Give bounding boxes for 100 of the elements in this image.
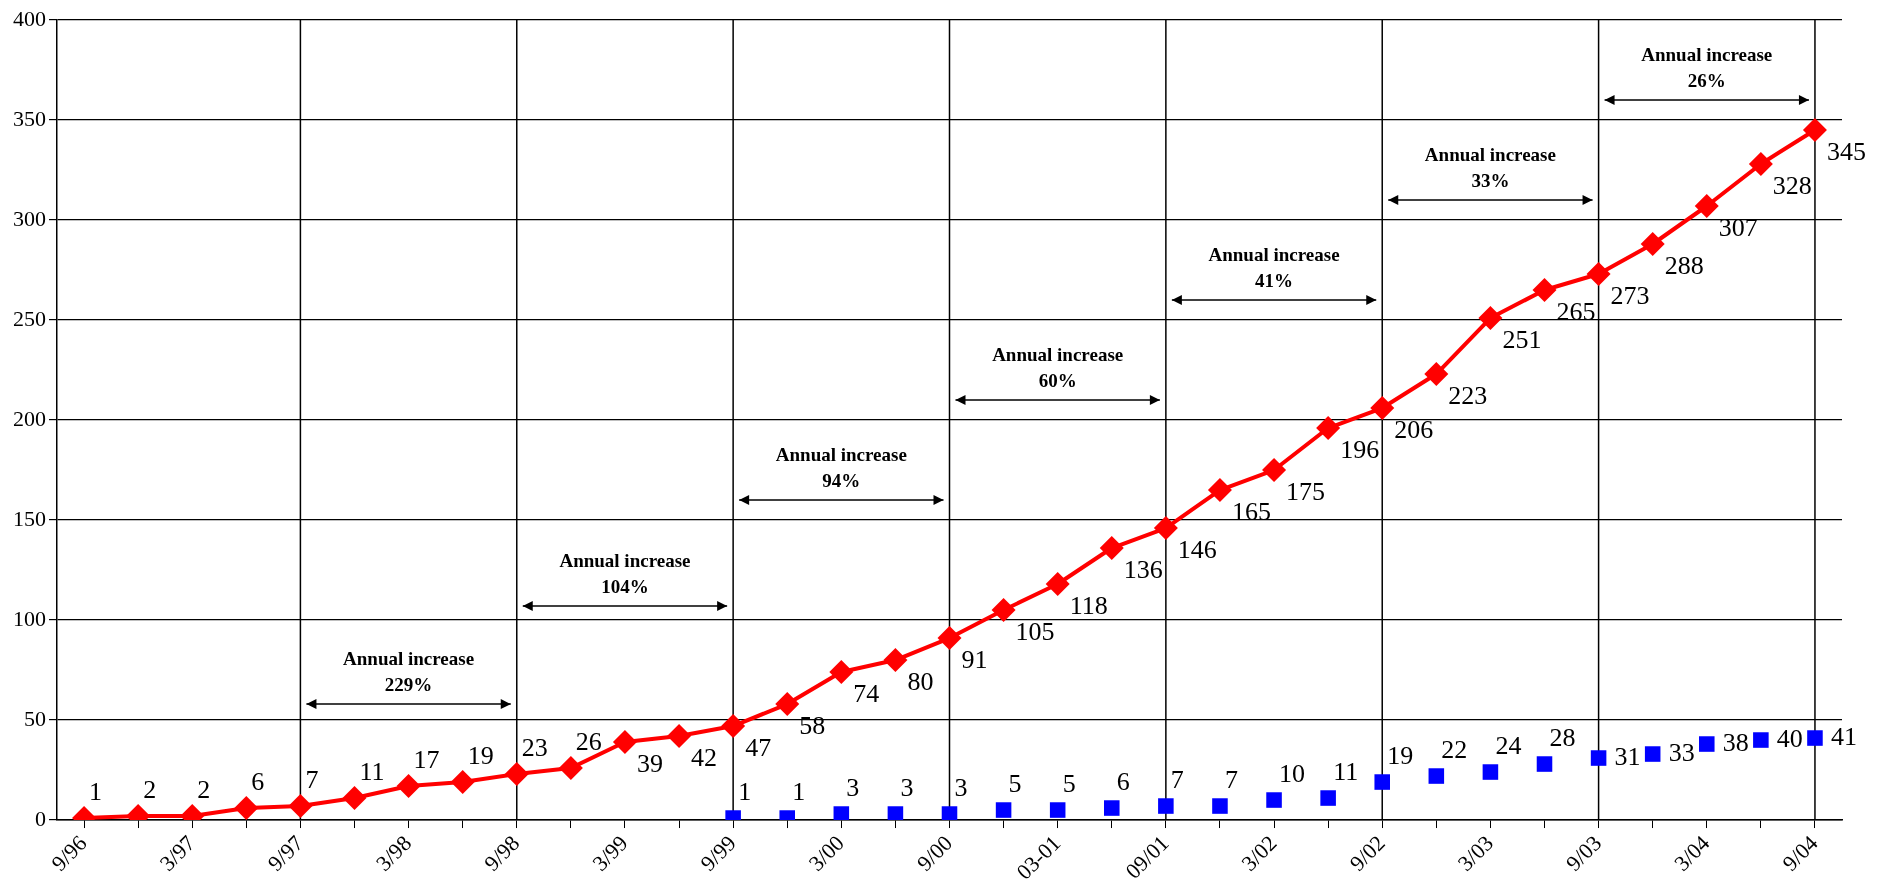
data-label: 6 [1116, 766, 1130, 796]
data-label: 206 [1394, 414, 1434, 444]
data-label: 1 [89, 776, 103, 806]
x-tick-label: 9/97 [262, 830, 309, 876]
point [1099, 536, 1124, 561]
point [667, 724, 692, 749]
data-label: 42 [691, 742, 718, 772]
y-tick-label: 100 [13, 605, 46, 631]
data-label: 7 [1224, 764, 1238, 794]
y-tick-label: 50 [24, 705, 46, 731]
y-tick-label: 0 [35, 805, 46, 831]
x-tick-label: 3/99 [587, 830, 633, 876]
data-label: 7 [305, 764, 319, 794]
annotation: Annual increase 229% [343, 648, 475, 696]
point [1536, 756, 1553, 772]
data-label: 7 [1170, 764, 1184, 794]
data-label: 11 [1333, 756, 1359, 786]
data-label: 10 [1279, 758, 1306, 788]
data-label: 91 [961, 644, 988, 674]
point [775, 692, 800, 717]
x-tick-label: 3/00 [803, 830, 849, 876]
point [887, 806, 904, 821]
point [234, 796, 259, 821]
data-label: 33 [1668, 737, 1695, 767]
y-tick-label: 250 [13, 305, 46, 331]
annotation: Annual increase 41% [1208, 244, 1340, 292]
point [1316, 416, 1341, 441]
y-tick-label: 350 [13, 105, 46, 131]
x-tick-label: 9/99 [695, 830, 741, 876]
data-label: 196 [1340, 434, 1380, 464]
point [396, 774, 421, 799]
point [1049, 802, 1066, 818]
point [1694, 194, 1719, 219]
annotation: Annual increase 60% [992, 344, 1124, 392]
data-label: 2 [197, 774, 211, 804]
data-label: 74 [853, 678, 880, 708]
x-tick-label: 9/02 [1344, 830, 1390, 876]
point [1370, 396, 1395, 421]
annotation: Annual increase 26% [1641, 44, 1773, 92]
data-label: 41 [1830, 721, 1857, 751]
point [991, 598, 1016, 623]
data-label: 118 [1069, 590, 1108, 620]
data-label: 3 [954, 772, 968, 802]
annotation: Annual increase 104% [559, 550, 691, 598]
data-label: 105 [1015, 616, 1055, 646]
point [1374, 774, 1391, 790]
point [1478, 306, 1503, 331]
data-label: 328 [1772, 170, 1812, 200]
data-label: 136 [1123, 554, 1163, 584]
data-label: 39 [636, 748, 663, 778]
point [1807, 730, 1823, 746]
data-label: 5 [1062, 768, 1076, 798]
data-label: 17 [413, 744, 440, 774]
y-tick-label: 200 [13, 405, 46, 431]
x-tick-label: 3/04 [1669, 830, 1715, 876]
x-tick-label: 3/98 [370, 830, 417, 876]
point [1428, 768, 1445, 784]
point [1424, 362, 1449, 387]
annotation: Annual increase 94% [775, 444, 907, 492]
data-label: 288 [1664, 250, 1704, 280]
data-label: 5 [1008, 768, 1022, 798]
point [1266, 792, 1282, 808]
data-label: 6 [251, 766, 265, 796]
point [883, 648, 908, 673]
point [1103, 800, 1120, 816]
x-tick-label: 9/04 [1777, 830, 1823, 876]
point [612, 730, 637, 755]
x-tick-label: 3/03 [1452, 830, 1499, 876]
data-label: 80 [907, 666, 934, 696]
point [1482, 764, 1499, 780]
data-label: 47 [745, 732, 772, 762]
x-tick-label: 9/96 [46, 830, 92, 876]
data-label: 19 [1387, 740, 1414, 770]
data-label: 223 [1448, 380, 1488, 410]
data-label: 3 [846, 772, 860, 802]
data-label: 251 [1502, 324, 1542, 354]
point [1644, 746, 1661, 762]
point [504, 762, 529, 787]
point [833, 806, 850, 821]
point [829, 660, 854, 685]
point [1207, 478, 1232, 503]
point [450, 770, 475, 795]
point [558, 756, 583, 781]
point [1532, 278, 1557, 303]
data-label: 24 [1495, 730, 1522, 760]
x-tick-label: 9/98 [479, 830, 525, 876]
data-label: 273 [1610, 280, 1650, 310]
y-tick-label: 300 [13, 205, 46, 231]
data-label: 2 [143, 774, 157, 804]
y-tick-label: 400 [13, 5, 46, 31]
data-label: 38 [1722, 727, 1749, 757]
point [1212, 798, 1228, 814]
data-label: 175 [1286, 476, 1326, 506]
point [1586, 262, 1611, 287]
point [1748, 152, 1773, 177]
y-tick-label: 150 [13, 505, 46, 531]
data-label: 23 [521, 732, 548, 762]
point [1590, 750, 1607, 766]
point [937, 626, 962, 651]
data-label: 31 [1614, 741, 1641, 771]
